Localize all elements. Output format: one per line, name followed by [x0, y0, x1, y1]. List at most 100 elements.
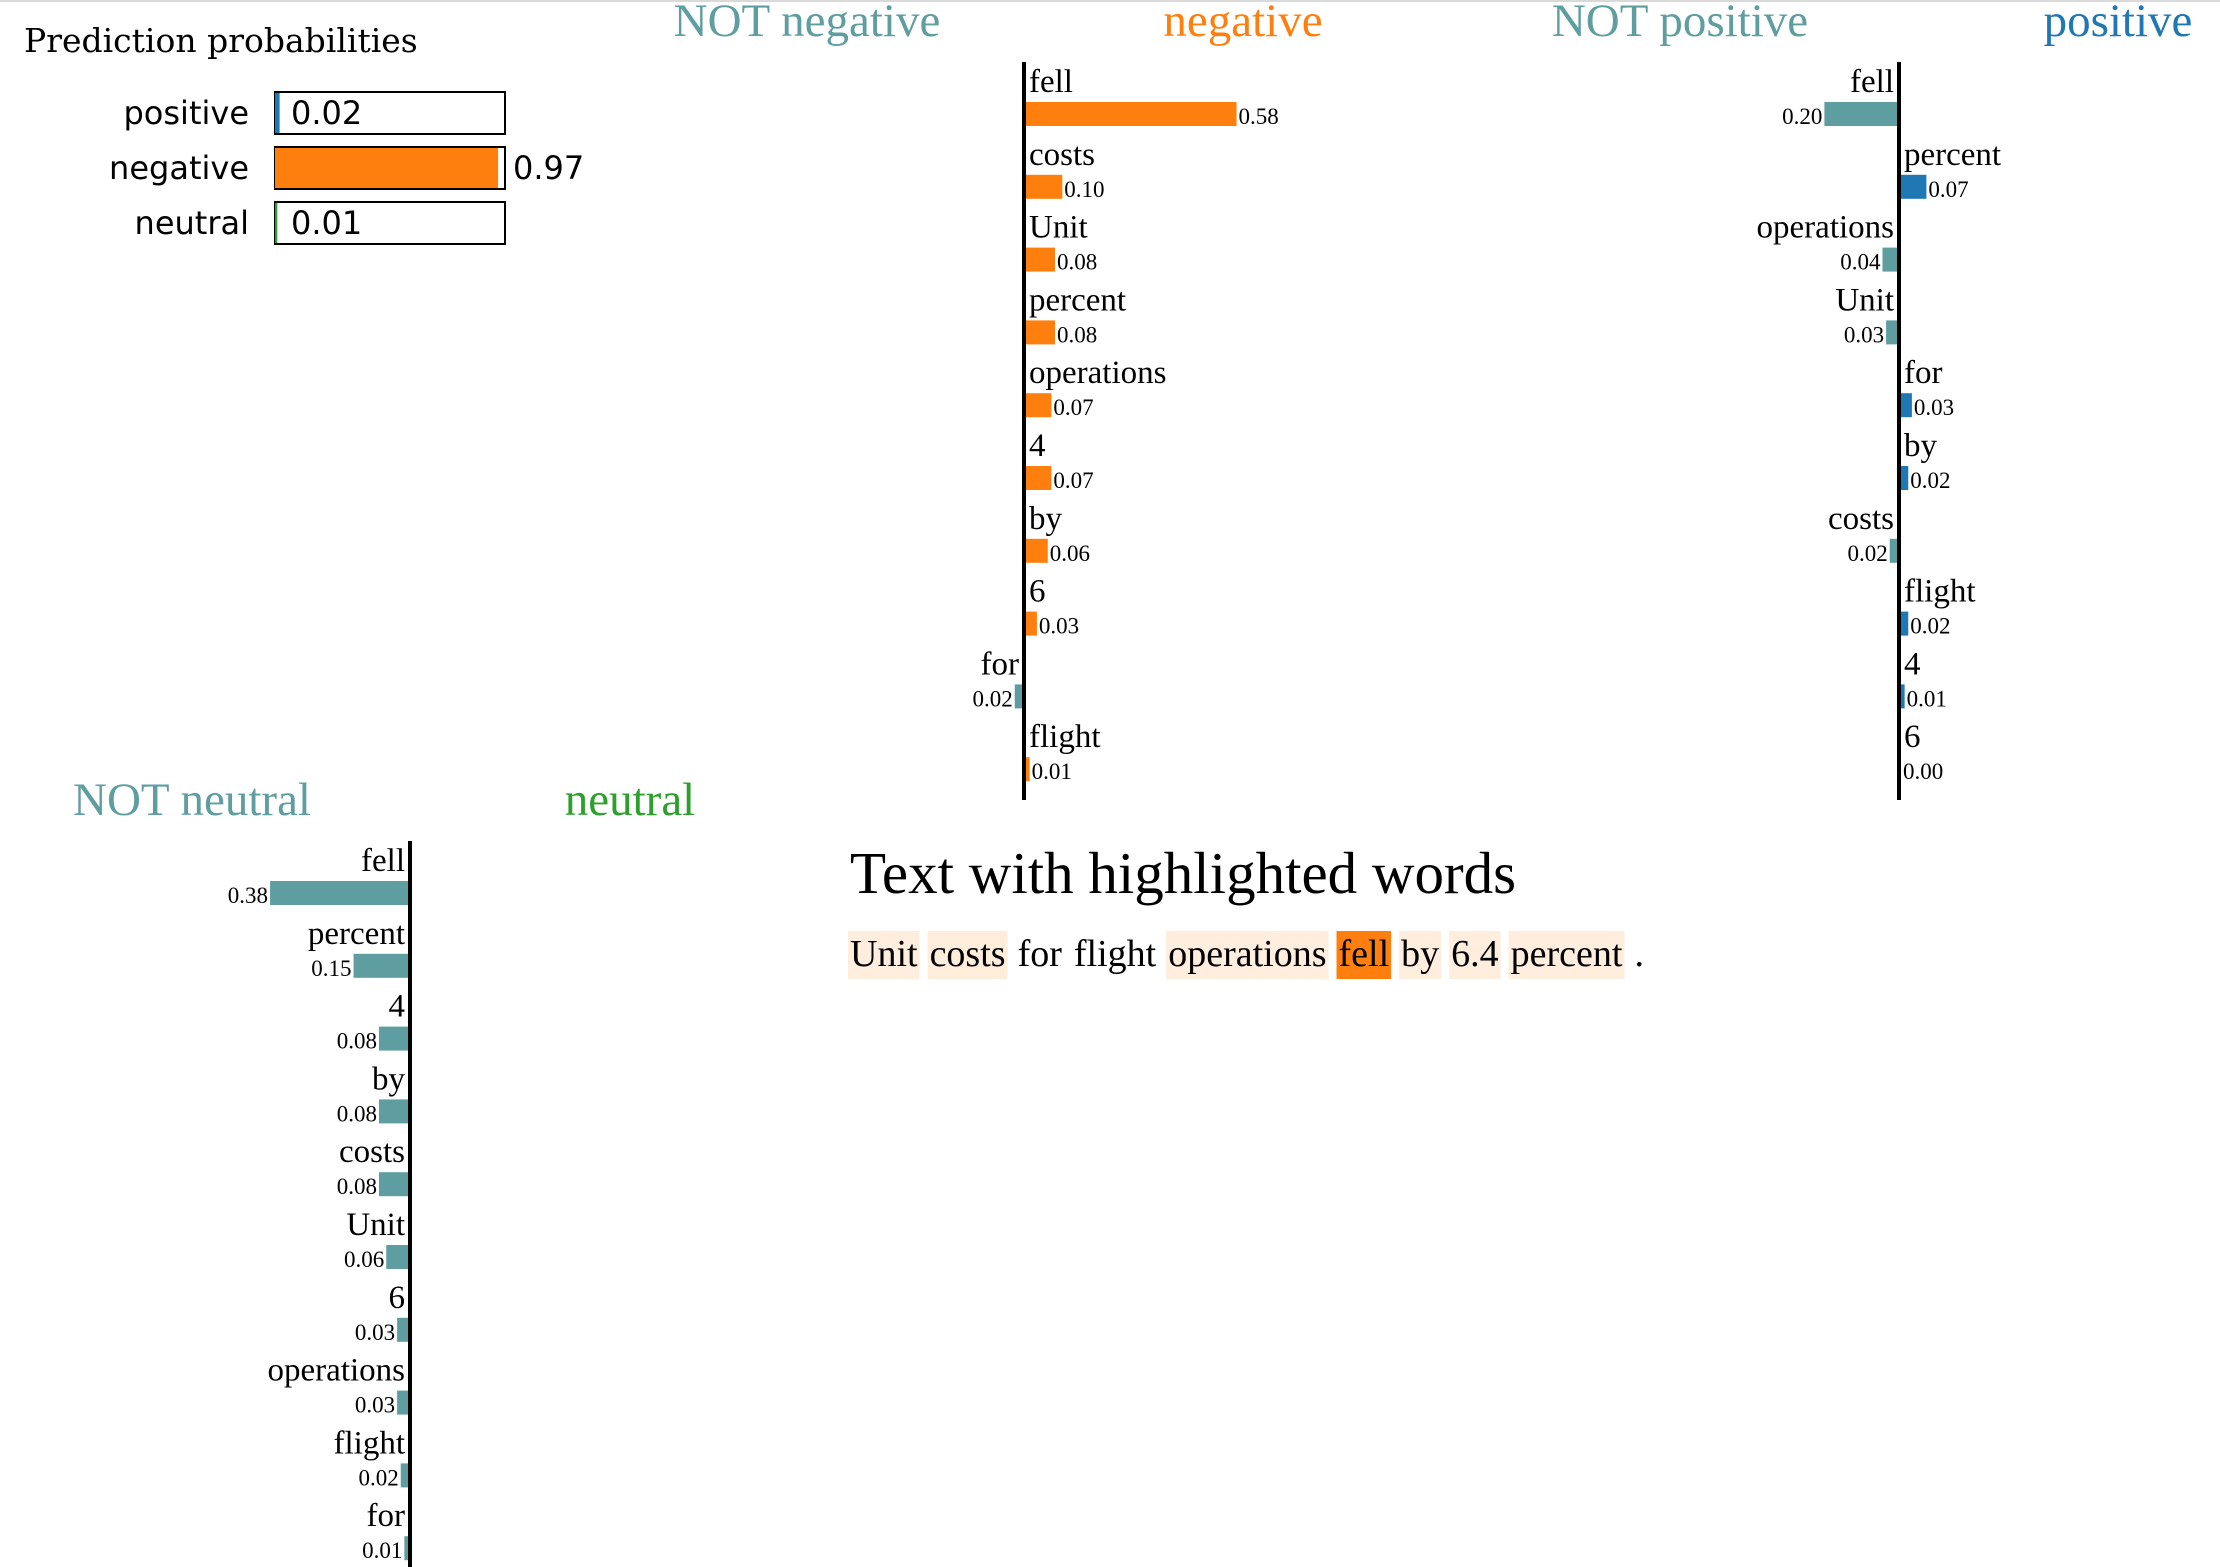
token-word-1: costs: [930, 933, 1006, 975]
feature-name-positive-2: operations: [1757, 210, 1894, 246]
feature-value-negative-9: 0.01: [1032, 759, 1072, 784]
token-highlight-0: [848, 931, 920, 979]
feature-bar-neutral-1: [353, 953, 408, 978]
feature-bar-neutral-6: [397, 1317, 408, 1342]
feature-name-positive-7: flight: [1904, 574, 1976, 610]
prediction-probabilities-title: Prediction probabilities: [24, 21, 418, 60]
feature-bar-positive-5: [1901, 466, 1909, 490]
prob-box-neutral: [274, 201, 506, 245]
feature-value-positive-7: 0.02: [1910, 614, 1950, 639]
feature-name-neutral-1: percent: [308, 916, 405, 952]
feature-value-positive-1: 0.07: [1928, 177, 1968, 202]
feature-value-neutral-4: 0.08: [337, 1174, 377, 1199]
token-highlight-4: [1166, 931, 1329, 979]
feature-name-neutral-3: by: [372, 1061, 406, 1097]
feature-bar-negative-4: [1026, 393, 1052, 418]
prob-value-positive: 0.02: [291, 94, 362, 132]
feature-name-positive-0: fell: [1850, 64, 1894, 100]
feature-bar-neutral-4: [378, 1172, 408, 1197]
feature-bar-negative-0: [1026, 102, 1237, 126]
feature-name-negative-1: costs: [1029, 137, 1095, 173]
feature-name-positive-4: for: [1904, 355, 1942, 391]
token-word-6: by: [1401, 933, 1439, 975]
feature-value-positive-2: 0.04: [1840, 250, 1881, 275]
feature-bar-negative-5: [1026, 466, 1052, 490]
chart-neutral: NOT neutral neutral fell 0.38 percent 0.15 4 0.…: [73, 774, 695, 1567]
feature-bar-neutral-0: [270, 881, 408, 905]
feature-name-positive-6: costs: [1828, 501, 1894, 537]
feature-charts: NOT negative negative fell 0.58 costs 0.10 Uni…: [73, 0, 2192, 1567]
prob-label-neutral: neutral: [135, 204, 249, 242]
feature-bar-positive-7: [1901, 611, 1909, 636]
prob-bar-neutral: [275, 203, 278, 243]
feature-bar-neutral-2: [378, 1026, 408, 1051]
chart-not-label-positive: NOT positive: [1552, 0, 1808, 47]
token-word-7: 6.4: [1451, 933, 1499, 975]
feature-value-neutral-1: 0.15: [311, 956, 351, 981]
feature-bar-neutral-8: [400, 1463, 408, 1488]
feature-name-negative-7: 6: [1029, 574, 1046, 610]
feature-value-negative-2: 0.08: [1057, 250, 1097, 275]
top-rule: [0, 0, 2220, 2]
token-highlight-5: [1336, 931, 1392, 979]
feature-value-positive-4: 0.03: [1914, 395, 1954, 420]
feature-name-negative-9: flight: [1029, 719, 1101, 755]
feature-value-neutral-6: 0.03: [355, 1320, 395, 1345]
feature-name-positive-8: 4: [1904, 646, 1921, 682]
feature-name-positive-5: by: [1904, 428, 1938, 464]
feature-name-negative-5: 4: [1029, 428, 1046, 464]
token-highlight-8: [1508, 931, 1625, 979]
feature-bar-negative-1: [1026, 174, 1063, 199]
chart-class-label-positive: positive: [2044, 0, 2193, 47]
chart-negative: NOT negative negative fell 0.58 costs 0.10 Uni…: [674, 0, 1323, 800]
highlighted-text-title: Text with highlighted words: [850, 840, 1516, 906]
feature-name-neutral-4: costs: [339, 1134, 405, 1170]
token-highlight-6: [1399, 931, 1442, 979]
feature-name-neutral-7: operations: [268, 1353, 405, 1389]
feature-name-positive-1: percent: [1904, 137, 2001, 173]
token-highlight-7: [1449, 931, 1501, 979]
prob-value-neutral: 0.01: [291, 204, 362, 242]
chart-class-label-neutral: neutral: [565, 774, 696, 826]
feature-value-positive-8: 0.01: [1907, 686, 1947, 711]
prob-box-positive: [274, 91, 506, 135]
chart-class-label-negative: negative: [1163, 0, 1322, 47]
prob-value-negative: 0.97: [513, 149, 584, 187]
feature-value-neutral-3: 0.08: [337, 1101, 377, 1126]
feature-value-neutral-9: 0.01: [362, 1538, 402, 1563]
feature-value-neutral-8: 0.02: [358, 1465, 398, 1490]
feature-value-neutral-7: 0.03: [355, 1393, 395, 1418]
token-word-3: flight: [1074, 933, 1157, 975]
feature-value-negative-4: 0.07: [1053, 395, 1093, 420]
token-highlight-1: [927, 931, 1008, 979]
prob-label-positive: positive: [123, 94, 249, 132]
feature-bar-neutral-7: [397, 1390, 408, 1415]
feature-bar-negative-6: [1026, 538, 1048, 563]
token-word-2: for: [1018, 933, 1063, 975]
feature-name-negative-3: percent: [1029, 282, 1126, 318]
feature-name-positive-3: Unit: [1835, 282, 1894, 318]
feature-value-neutral-0: 0.38: [228, 883, 268, 908]
feature-value-positive-0: 0.20: [1782, 104, 1822, 129]
feature-bar-negative-2: [1026, 247, 1056, 272]
feature-name-negative-4: operations: [1029, 355, 1166, 391]
feature-name-neutral-9: for: [367, 1498, 405, 1534]
feature-value-negative-8: 0.02: [972, 686, 1012, 711]
token-word-0: Unit: [850, 933, 918, 975]
token-word-8: percent: [1511, 933, 1623, 975]
feature-bar-positive-8: [1901, 684, 1905, 709]
token-word-4: operations: [1168, 933, 1326, 975]
feature-bar-positive-6: [1889, 538, 1897, 563]
feature-bar-positive-3: [1886, 320, 1897, 345]
chart-not-label-negative: NOT negative: [674, 0, 941, 47]
feature-bar-negative-8: [1014, 684, 1022, 709]
feature-bar-neutral-3: [378, 1099, 408, 1124]
feature-bar-negative-9: [1026, 757, 1030, 782]
token-word-9: .: [1634, 933, 1644, 975]
feature-value-negative-0: 0.58: [1239, 104, 1279, 129]
feature-bar-positive-1: [1901, 174, 1927, 199]
feature-value-positive-6: 0.02: [1847, 541, 1887, 566]
chart-not-label-neutral: NOT neutral: [73, 774, 311, 826]
prob-bar-positive: [275, 93, 280, 133]
feature-name-negative-2: Unit: [1029, 210, 1088, 246]
